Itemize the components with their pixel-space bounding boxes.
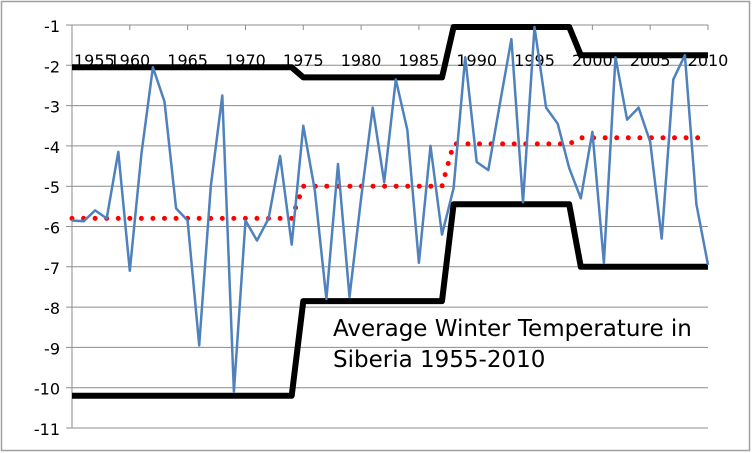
x-tick-label: 1995 [514,51,555,70]
y-tick-label: -6 [44,219,60,238]
band-line [72,24,708,81]
x-tick-label: 1990 [456,51,497,70]
y-tick-label: -1 [44,17,60,36]
y-tick-label: -8 [44,299,60,318]
x-tick-label: 1985 [399,51,440,70]
x-tick-label: 1980 [341,51,382,70]
mean-line [69,135,711,221]
y-tick-label: -5 [44,178,60,197]
y-axis: -1 -2 -3 -4 -5 -6 -7 -8 -9 -10 -11 [34,17,60,439]
chart-title-line-1: Average Winter Temperature in [333,316,692,342]
chart-title-line-2: Siberia 1955-2010 [333,347,545,373]
y-tick-label: -3 [44,98,60,117]
y-tick-label: -4 [44,138,60,157]
y-tick-label: -7 [44,259,60,278]
band-line [72,201,708,399]
y-tick-label: -10 [34,380,60,399]
y-tick-label: -9 [44,339,60,358]
series-group [69,24,711,399]
y-tick-label: -11 [34,420,60,439]
temperature-line [71,25,710,393]
y-tick-label: -2 [44,57,60,76]
